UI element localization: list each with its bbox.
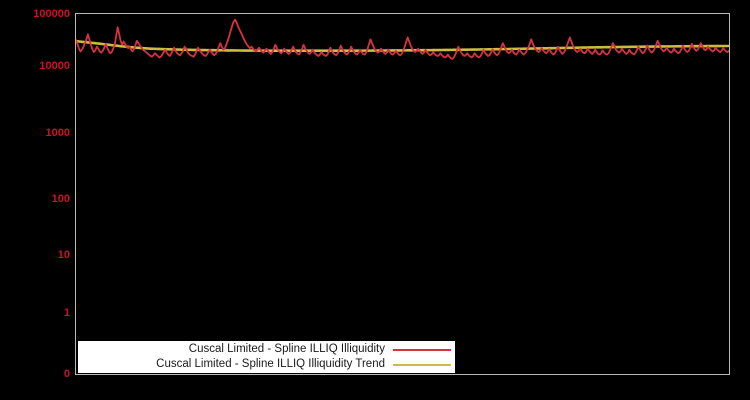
y-tick-label-1000: 1000 bbox=[45, 127, 70, 139]
legend-entry-trend: Cuscal Limited - Spline ILLIQ Illiquidit… bbox=[78, 357, 455, 372]
y-tick-label-0: 0 bbox=[63, 368, 70, 380]
plot-svg bbox=[76, 18, 729, 60]
y-axis: 100000 10000 1000 100 10 1 0 bbox=[0, 0, 70, 400]
legend-label-trend: Cuscal Limited - Spline ILLIQ Illiquidit… bbox=[156, 358, 385, 370]
illiquidity-line bbox=[76, 18, 729, 60]
legend-label-illiquidity: Cuscal Limited - Spline ILLIQ Illiquidit… bbox=[188, 343, 385, 355]
legend: Cuscal Limited - Spline ILLIQ Illiquidit… bbox=[78, 341, 455, 373]
legend-swatch-trend bbox=[393, 363, 451, 366]
y-tick-label-1: 1 bbox=[63, 307, 70, 319]
y-tick-label-100: 100 bbox=[51, 193, 70, 205]
y-tick-label-100000: 100000 bbox=[33, 8, 70, 20]
legend-swatch-illiquidity bbox=[393, 348, 451, 351]
legend-entry-illiquidity: Cuscal Limited - Spline ILLIQ Illiquidit… bbox=[78, 342, 455, 357]
y-tick-label-10: 10 bbox=[57, 249, 70, 261]
plot-area bbox=[75, 13, 730, 375]
y-tick-label-10000: 10000 bbox=[39, 60, 70, 72]
